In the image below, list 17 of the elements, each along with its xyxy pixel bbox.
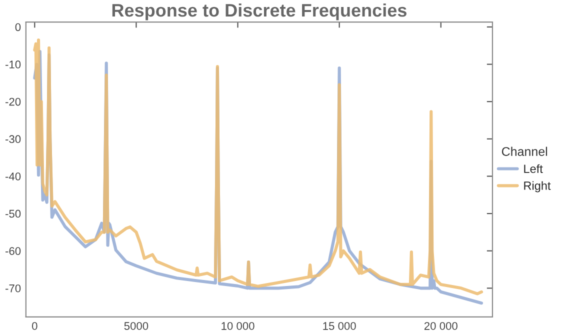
x-tick-label: 15 000 xyxy=(323,322,356,330)
x-tick-label: 5000 xyxy=(124,322,148,330)
y-tick-label: -50 xyxy=(5,210,21,218)
y-tick-label: -10 xyxy=(5,60,21,68)
x-tick-label: 0 xyxy=(32,322,38,330)
legend-label: Left xyxy=(524,164,543,174)
x-tick-label: 10 000 xyxy=(222,322,254,330)
x-tick-label: 20 000 xyxy=(424,322,458,330)
legend-label: Right xyxy=(524,181,551,192)
y-tick-label: -70 xyxy=(5,284,21,292)
y-tick-label: 0 xyxy=(15,23,21,32)
y-tick-label: -30 xyxy=(5,135,21,144)
y-tick-label: -20 xyxy=(5,98,21,106)
y-tick-label: -60 xyxy=(5,247,21,255)
y-tick-label: -40 xyxy=(5,172,21,180)
chart-title: Response to Discrete Frequencies xyxy=(112,3,406,20)
legend-title: Channel xyxy=(502,146,548,156)
